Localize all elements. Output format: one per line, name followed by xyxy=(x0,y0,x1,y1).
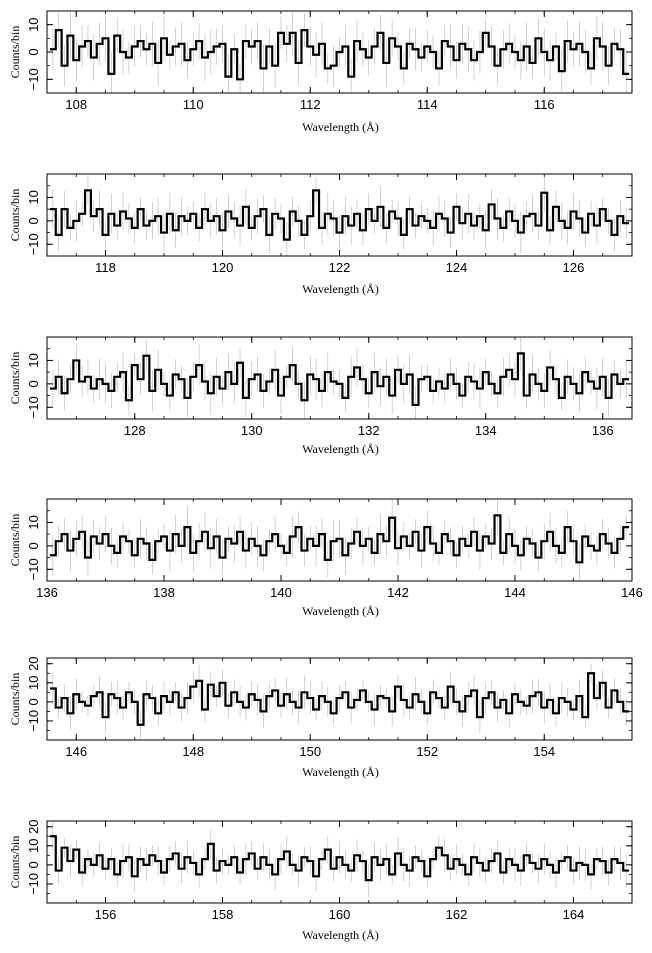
y-tick-label: 20 xyxy=(26,656,41,670)
y-tick-label: 0 xyxy=(26,217,41,224)
spectrum-step-line xyxy=(49,29,630,81)
y-axis-title: Counts/bin xyxy=(8,673,22,726)
y-tick-label: 0 xyxy=(26,542,41,549)
y-tick-label: −10 xyxy=(26,710,41,732)
x-tick-label: 156 xyxy=(95,907,117,922)
x-tick-label: 158 xyxy=(212,907,234,922)
y-axis-title: Counts/bin xyxy=(8,352,22,405)
spectrum-step-line xyxy=(49,189,630,241)
spectrum-step-line xyxy=(49,514,630,564)
y-tick-label: −10 xyxy=(26,396,41,418)
x-tick-label: 116 xyxy=(534,97,555,112)
panel-3: 128 130 132 134 136 −10 0 10 Wavelength (Å) Count… xyxy=(8,336,633,456)
x-tick-label: 152 xyxy=(416,744,438,759)
y-tick-label: 10 xyxy=(26,839,41,853)
x-tick-label: 162 xyxy=(446,907,468,922)
x-tick-label: 122 xyxy=(329,260,351,275)
x-tick-label: 134 xyxy=(475,423,497,438)
spectrum-step-line xyxy=(49,835,630,882)
y-tick-label: 10 xyxy=(26,17,41,31)
panel-6: 156 158 160 162 164 −10 0 10 20 Wavelength (Å) Cou… xyxy=(8,819,633,942)
x-tick-label: 146 xyxy=(65,744,87,759)
x-tick-label: 136 xyxy=(592,423,614,438)
y-axis-title: Counts/bin xyxy=(8,514,22,567)
x-axis-title: Wavelength (Å) xyxy=(302,604,379,618)
x-axis-title: Wavelength (Å) xyxy=(302,282,379,296)
y-tick-label: 0 xyxy=(26,48,41,55)
y-tick-label: −10 xyxy=(26,558,41,580)
y-tick-label: 0 xyxy=(26,380,41,387)
x-axis-title: Wavelength (Å) xyxy=(302,928,379,942)
x-tick-label: 150 xyxy=(299,744,321,759)
x-axis-title: Wavelength (Å) xyxy=(302,765,379,779)
panel-1: 108 110 112 114 116 −10 0 10 Wavelength (Å) Count… xyxy=(8,10,633,134)
y-tick-label: 10 xyxy=(26,676,41,690)
error-bars xyxy=(52,663,627,740)
x-tick-label: 140 xyxy=(270,585,292,600)
y-tick-label: 10 xyxy=(26,190,41,204)
x-tick-label: 118 xyxy=(95,260,116,275)
x-tick-label: 154 xyxy=(533,744,555,759)
x-tick-label: 160 xyxy=(329,907,351,922)
panel-4: 136 138 140 142 144 146 −10 0 10 Wavelength (Å) Co… xyxy=(8,498,643,618)
x-tick-label: 124 xyxy=(446,260,468,275)
x-tick-label: 142 xyxy=(387,585,409,600)
x-tick-label: 108 xyxy=(65,97,87,112)
y-tick-label: −10 xyxy=(26,873,41,895)
x-axis-title: Wavelength (Å) xyxy=(302,120,379,134)
y-tick-label: 0 xyxy=(26,861,41,868)
panel-2: 118 120 122 124 126 −10 0 10 Wavelength (Å) Count… xyxy=(8,173,633,296)
y-tick-label: 0 xyxy=(26,698,41,705)
x-tick-label: 112 xyxy=(300,97,321,112)
x-axis-title: Wavelength (Å) xyxy=(302,442,379,456)
x-tick-label: 164 xyxy=(563,907,585,922)
y-tick-label: 10 xyxy=(26,515,41,529)
x-tick-label: 128 xyxy=(124,423,146,438)
x-tick-label: 114 xyxy=(417,97,438,112)
y-axis-title: Counts/bin xyxy=(8,26,22,79)
x-tick-label: 136 xyxy=(36,585,58,600)
y-tick-label: −10 xyxy=(26,68,41,90)
x-tick-label: 148 xyxy=(182,744,204,759)
y-tick-label: 10 xyxy=(26,353,41,367)
x-tick-label: 138 xyxy=(153,585,175,600)
x-tick-label: 126 xyxy=(563,260,585,275)
x-tick-label: 130 xyxy=(241,423,263,438)
x-tick-label: 110 xyxy=(183,97,204,112)
x-tick-label: 146 xyxy=(621,585,643,600)
x-tick-label: 120 xyxy=(212,260,234,275)
spectrum-step-line xyxy=(49,672,630,726)
y-axis-title: Counts/bin xyxy=(8,836,22,889)
error-bars xyxy=(52,11,627,93)
y-tick-label: −10 xyxy=(26,233,41,255)
y-axis-title: Counts/bin xyxy=(8,189,22,242)
error-bars xyxy=(52,174,627,256)
y-tick-label: 20 xyxy=(26,819,41,833)
spectrum-step-line xyxy=(49,352,630,407)
x-tick-label: 144 xyxy=(504,585,526,600)
panel-5: 146 148 150 152 154 −10 0 10 20 Wavelength (Å) Cou… xyxy=(8,656,633,779)
x-tick-label: 132 xyxy=(358,423,380,438)
